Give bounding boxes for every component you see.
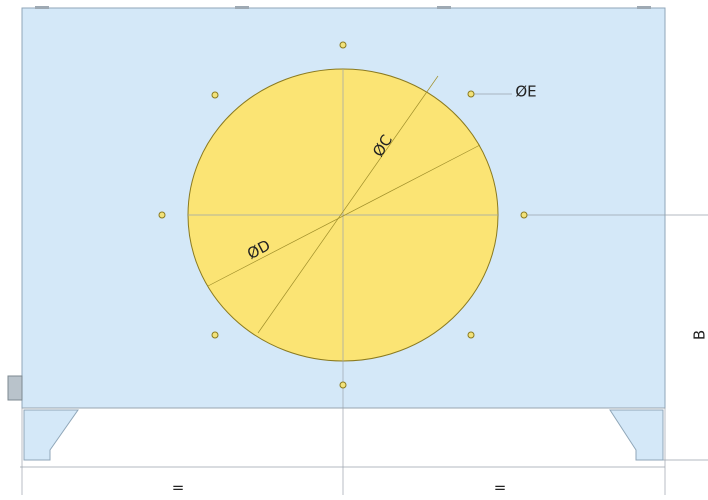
top-clips: [35, 6, 651, 9]
feet: [23, 409, 664, 461]
side-tab: [7, 375, 23, 401]
label-e: ØE: [515, 83, 536, 101]
center-lines: [20, 69, 708, 495]
label-right-half: =: [494, 479, 507, 497]
label-b: B: [691, 330, 708, 340]
label-left-half: =: [172, 479, 185, 497]
holes: [158, 41, 528, 389]
